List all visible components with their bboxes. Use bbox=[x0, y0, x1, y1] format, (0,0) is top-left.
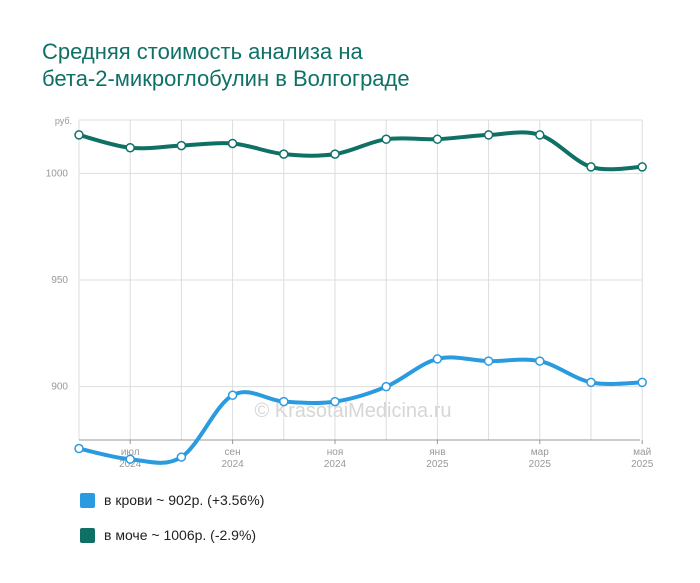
data-point-urine bbox=[227, 138, 238, 149]
data-point-blood bbox=[637, 377, 647, 388]
data-point-blood bbox=[381, 381, 391, 392]
x-tick-label-year: 2024 bbox=[119, 459, 142, 470]
data-point-blood bbox=[176, 452, 187, 462]
data-point-blood bbox=[432, 354, 443, 364]
x-tick-label-month: сен bbox=[225, 447, 241, 458]
x-tick-label-month: май bbox=[633, 447, 651, 458]
y-unit-label: руб. bbox=[55, 116, 72, 126]
data-point-blood bbox=[586, 377, 596, 388]
x-tick-labels: июл2024сен2024ноя2024янв2025мар2025май20… bbox=[119, 440, 654, 470]
x-tick-label-year: 2025 bbox=[631, 459, 654, 470]
x-tick-label-year: 2025 bbox=[426, 459, 449, 470]
legend-label-blood: в крови ~ 902р. (+3.56%) bbox=[104, 492, 265, 508]
data-point-blood bbox=[330, 396, 340, 407]
data-point-urine bbox=[586, 162, 596, 172]
data-point-blood bbox=[74, 443, 84, 454]
chart-title: Средняя стоимость анализа на бета-2-микр… bbox=[42, 38, 642, 92]
y-tick-label: 950 bbox=[51, 275, 68, 286]
x-tick-label-month: июл bbox=[121, 447, 140, 458]
legend-swatch-urine bbox=[80, 527, 95, 543]
data-point-urine bbox=[176, 140, 187, 151]
chart-title-line1: Средняя стоимость анализа на bbox=[42, 39, 363, 64]
axes: руб. bbox=[55, 116, 640, 441]
data-point-urine bbox=[432, 134, 443, 144]
legend-swatch-blood bbox=[80, 492, 95, 508]
x-tick-label-year: 2025 bbox=[529, 459, 552, 470]
data-point-urine bbox=[637, 162, 647, 172]
x-tick-label-month: ноя bbox=[327, 447, 344, 458]
legend-item-urine[interactable]: в моче ~ 1006р. (-2.9%) bbox=[80, 525, 264, 545]
y-tick-labels: 900 950 1000 bbox=[46, 168, 69, 392]
watermark: © KrasotaiMedicina.ru bbox=[254, 400, 451, 422]
data-point-blood bbox=[535, 356, 545, 366]
data-point-blood bbox=[227, 390, 238, 400]
y-tick-label: 900 bbox=[51, 382, 68, 393]
data-point-urine bbox=[125, 142, 135, 153]
chart-title-line2: бета-2-микроглобулин в Волгограде bbox=[42, 66, 410, 91]
x-tick-label-month: мар bbox=[531, 447, 549, 458]
y-tick-label: 1000 bbox=[46, 168, 69, 179]
data-point-blood bbox=[125, 454, 135, 464]
legend: в крови ~ 902р. (+3.56%) в моче ~ 1006р.… bbox=[80, 490, 264, 545]
data-point-urine bbox=[74, 130, 84, 140]
x-tick-label-month: янв bbox=[429, 447, 445, 458]
grid-lines bbox=[78, 119, 643, 440]
series-points bbox=[74, 130, 647, 464]
data-point-urine bbox=[330, 149, 340, 159]
legend-label-urine: в моче ~ 1006р. (-2.9%) bbox=[104, 527, 257, 543]
x-tick-label-year: 2024 bbox=[221, 459, 244, 470]
data-point-urine bbox=[483, 130, 494, 140]
data-point-blood bbox=[279, 396, 289, 407]
data-point-blood bbox=[483, 356, 494, 366]
data-point-urine bbox=[279, 149, 289, 159]
legend-item-blood[interactable]: в крови ~ 902р. (+3.56%) bbox=[80, 490, 264, 510]
series-line-urine bbox=[77, 130, 645, 172]
data-point-urine bbox=[381, 134, 391, 144]
x-tick-label-year: 2024 bbox=[324, 459, 347, 470]
data-point-urine bbox=[535, 130, 545, 140]
